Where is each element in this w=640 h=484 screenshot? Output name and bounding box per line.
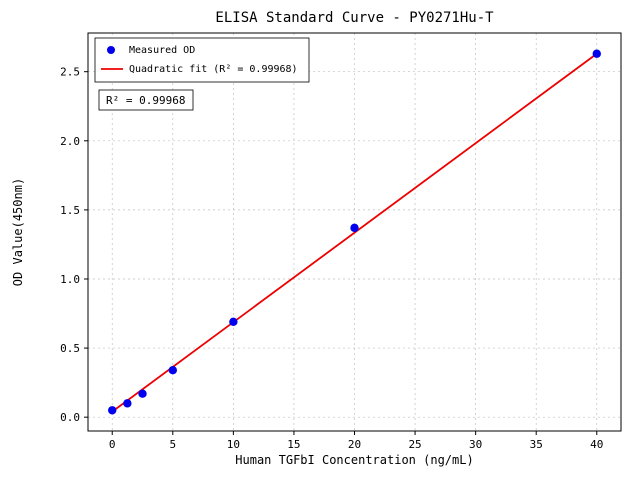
x-tick-label: 30	[469, 438, 482, 451]
y-tick-label: 2.0	[60, 135, 80, 148]
legend-label-quadratic-fit: Quadratic fit (R² = 0.99968)	[129, 64, 298, 75]
measured-od-point	[108, 406, 117, 415]
y-tick-label: 1.5	[60, 204, 80, 217]
y-axis-ticks: 0.0 0.5 1.0 1.5 2.0 2.5	[60, 66, 88, 424]
legend-box	[94, 37, 310, 83]
x-tick-label: 0	[109, 438, 116, 451]
measured-od-point	[592, 49, 601, 58]
measured-od-point	[350, 223, 359, 233]
r-squared-annotation: R² = 0.99968	[98, 89, 194, 111]
y-tick-label: 1.0	[60, 273, 80, 286]
r-squared-annotation-box	[98, 89, 194, 111]
legend-label-measured-od: Measured OD	[129, 45, 195, 56]
measured-od-point	[138, 389, 147, 398]
legend-marker-measured-od-icon	[107, 46, 115, 54]
x-axis-ticks: 0 5 10 15 20 25 30 35 40	[109, 431, 603, 451]
x-tick-label: 20	[348, 438, 361, 451]
measured-od-point	[229, 317, 238, 327]
x-tick-label: 35	[530, 438, 543, 451]
chart-title: ELISA Standard Curve - PY0271Hu-T	[215, 10, 494, 26]
y-grid-lines	[88, 71, 621, 418]
measured-od-point	[123, 399, 132, 408]
measured-od-points	[108, 49, 601, 415]
x-axis-label: Human TGFbI Concentration (ng/mL)	[235, 453, 473, 467]
legend: Measured OD Quadratic fit (R² = 0.99968)	[94, 37, 310, 83]
x-tick-label: 15	[287, 438, 300, 451]
y-axis-label: OD Value(450nm)	[11, 178, 25, 286]
y-tick-label: 2.5	[60, 66, 80, 79]
x-tick-label: 5	[169, 438, 176, 451]
y-tick-label: 0.5	[60, 342, 80, 355]
measured-od-point	[168, 365, 177, 375]
r-squared-annotation-text: R² = 0.99968	[106, 94, 185, 107]
y-tick-label: 0.0	[60, 411, 80, 424]
x-tick-label: 25	[408, 438, 421, 451]
x-tick-label: 10	[227, 438, 240, 451]
quadratic-fit-line	[111, 53, 598, 413]
x-tick-label: 40	[590, 438, 603, 451]
